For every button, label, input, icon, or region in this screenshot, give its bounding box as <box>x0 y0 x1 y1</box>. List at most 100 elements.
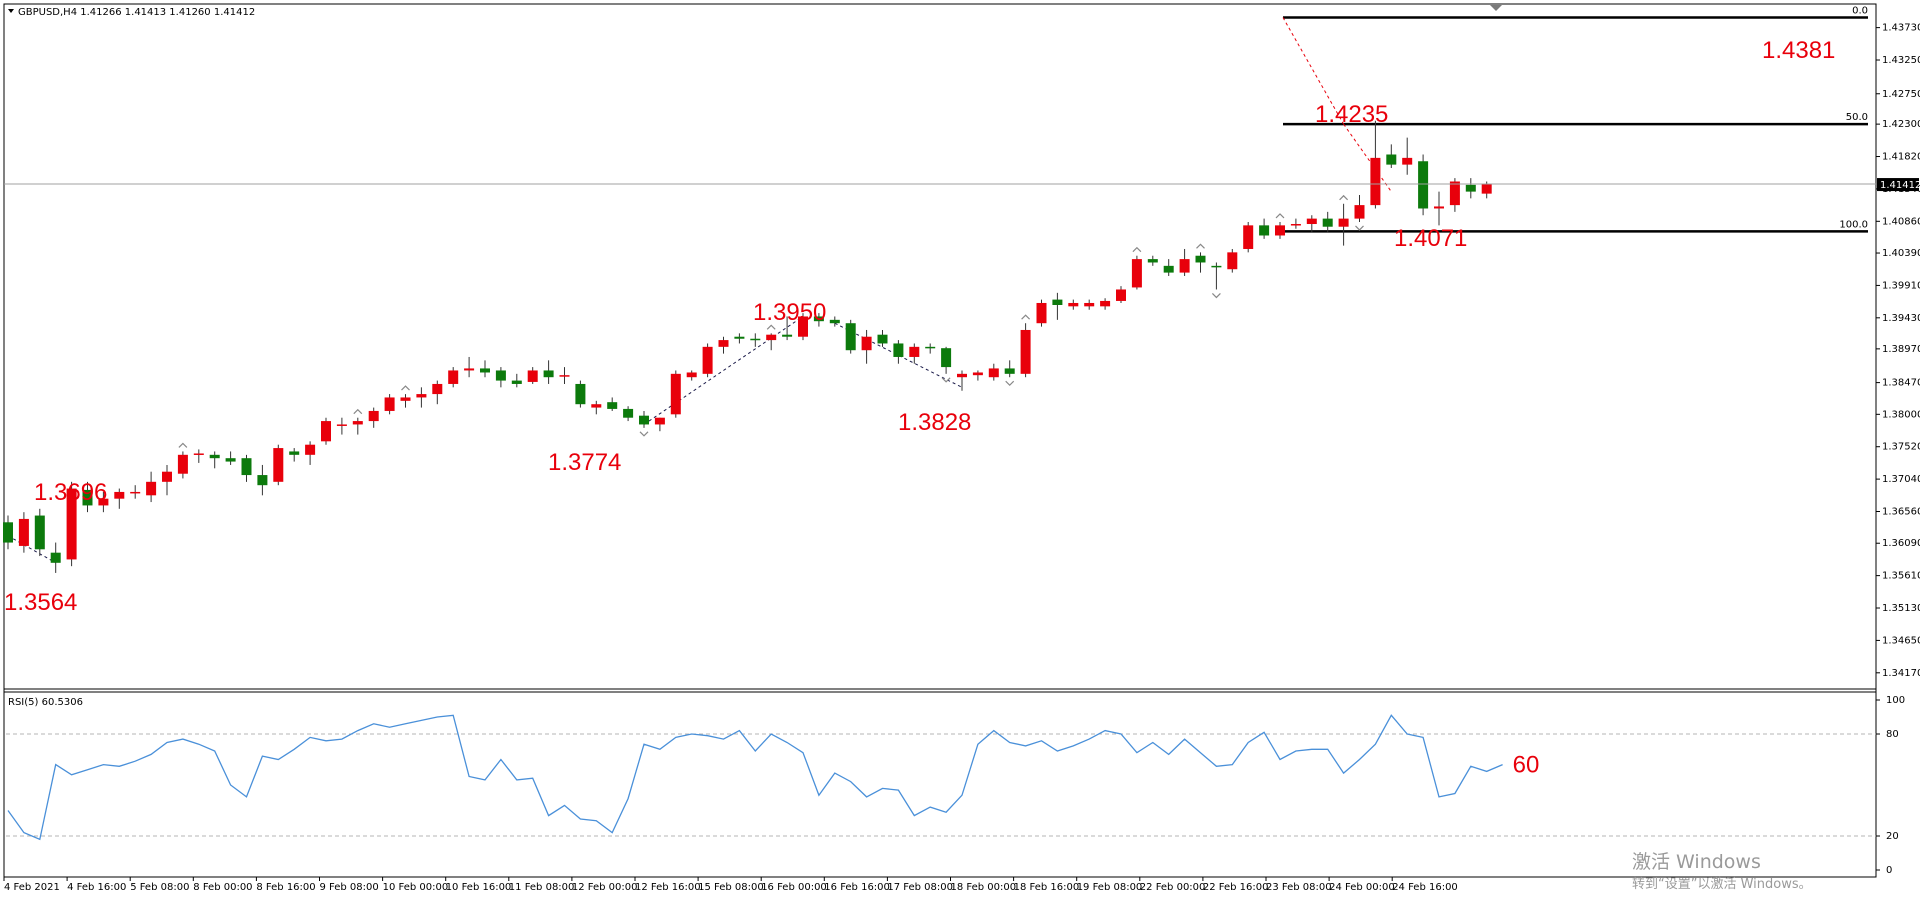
time-tick-label: 19 Feb 08:00 <box>1077 882 1143 893</box>
time-tick-label: 12 Feb 16:00 <box>635 882 701 893</box>
swing-price-label: 1.3774 <box>548 449 621 476</box>
windows-activation-title: 激活 Windows <box>1632 851 1761 873</box>
candle-body <box>972 372 983 376</box>
price-tick-label: 1.40860 <box>1882 216 1920 227</box>
candle-body <box>3 522 13 543</box>
price-axis: 1.437301.432501.427501.423001.418201.413… <box>1876 23 1920 679</box>
time-tick-label: 24 Feb 00:00 <box>1329 882 1395 893</box>
fractal-up-marker <box>1339 194 1349 201</box>
candle-body <box>1275 225 1285 236</box>
time-tick-label: 8 Feb 00:00 <box>193 882 252 893</box>
time-axis: 4 Feb 2021 4 Feb 16:00 5 Feb 08:00 8 Feb 00… <box>3 877 1458 893</box>
time-tick-label: 16 Feb 00:00 <box>761 882 827 893</box>
symbol-title: GBPUSD,H4 1.41266 1.41413 1.41260 1.4141… <box>18 7 255 18</box>
time-tick-label: 24 Feb 16:00 <box>1392 882 1458 893</box>
candle-body <box>1243 225 1254 249</box>
candle-body <box>559 375 570 377</box>
candle-body <box>1290 224 1301 226</box>
time-tick-label: 4 Feb 16:00 <box>67 882 126 893</box>
zigzag-segment <box>643 316 804 425</box>
candle-body <box>146 481 157 496</box>
candle-body <box>591 404 602 408</box>
fractal-down-marker <box>1211 293 1221 299</box>
candle-body <box>257 475 268 486</box>
main-plot-area[interactable] <box>3 3 1877 690</box>
chart-menu-triangle-icon[interactable] <box>8 9 14 13</box>
candle-body <box>321 421 331 442</box>
windows-activation-subtitle: 转到“设置”以激活 Windows。 <box>1632 877 1812 892</box>
candle-body <box>734 336 745 339</box>
candle-body <box>66 488 77 560</box>
fractal-up-marker <box>1275 213 1285 219</box>
fractal-up-marker <box>353 408 363 415</box>
fib-trend-line <box>1282 17 1345 125</box>
rsi-line <box>7 714 1503 841</box>
fractal-up-marker <box>401 385 410 391</box>
fib-level-label: 50.0 <box>1846 112 1868 123</box>
rsi-plot-area[interactable] <box>3 691 1877 878</box>
candle-body <box>400 397 411 401</box>
candle-body <box>1195 255 1206 263</box>
candle-body <box>1465 184 1476 192</box>
zigzag-lines <box>7 17 1392 564</box>
time-tick-label: 22 Feb 16:00 <box>1203 882 1269 893</box>
rsi-tick-label: 20 <box>1886 831 1899 842</box>
candle-body <box>464 368 475 371</box>
swing-price-label: 1.4381 <box>1762 37 1835 64</box>
candle-body <box>336 424 347 426</box>
time-tick-label: 18 Feb 16:00 <box>1014 882 1080 893</box>
candle-body <box>480 368 490 373</box>
candle-body <box>1068 302 1079 307</box>
candle-body <box>988 368 999 378</box>
candle-body <box>1020 329 1031 374</box>
candle-body <box>241 458 252 476</box>
price-tick-label: 1.39910 <box>1882 280 1920 291</box>
candle-body <box>766 334 777 341</box>
candle-body <box>718 340 729 347</box>
candle-body <box>1179 259 1190 273</box>
rsi-title: RSI(5) 60.5306 <box>8 697 83 708</box>
current-price-tag <box>1877 178 1919 192</box>
time-tick-label: 15 Feb 08:00 <box>698 882 764 893</box>
price-tick-label: 1.38970 <box>1882 344 1920 355</box>
candle-body <box>1481 184 1492 194</box>
candle-body <box>845 323 856 351</box>
candle-body <box>607 402 618 409</box>
candle-body <box>877 334 888 344</box>
candle-body <box>654 417 665 425</box>
time-tick-label: 22 Feb 00:00 <box>1140 882 1206 893</box>
price-tick-label: 1.35610 <box>1882 571 1920 582</box>
candle-body <box>527 370 538 382</box>
candle-body <box>686 372 697 378</box>
candle-body <box>416 394 427 398</box>
candle-body <box>1306 218 1317 225</box>
candle-body <box>813 316 824 322</box>
rsi-series: 60 <box>7 714 1539 841</box>
fractal-up-marker <box>766 324 776 330</box>
time-tick-label: 12 Feb 00:00 <box>572 882 638 893</box>
time-tick-label: 23 Feb 08:00 <box>1266 882 1332 893</box>
rsi-tick-label: 0 <box>1886 865 1892 876</box>
fractal-down-marker <box>1355 225 1364 231</box>
rsi-level-lines: 100 80 20 0 <box>6 695 1905 876</box>
time-tick-label: 5 Feb 08:00 <box>130 882 189 893</box>
candle-body <box>1004 368 1015 374</box>
fractal-up-marker <box>1196 243 1205 249</box>
time-tick-label: 10 Feb 00:00 <box>383 882 449 893</box>
candle-body <box>225 458 236 462</box>
candle-body <box>368 410 379 422</box>
candle-body <box>623 408 634 418</box>
candle-body <box>82 489 93 506</box>
price-tick-label: 1.36090 <box>1882 538 1920 549</box>
candle-body <box>18 518 29 546</box>
chart-shift-marker-icon[interactable] <box>1490 5 1502 11</box>
candle-body <box>750 338 761 341</box>
fibonacci-levels[interactable]: 0.0 50.0 100.0 <box>1283 5 1868 233</box>
fractal-up-marker <box>1132 246 1142 253</box>
price-tick-label: 1.40390 <box>1882 248 1920 259</box>
price-tick-label: 1.43730 <box>1882 23 1920 34</box>
chart-frame <box>3 3 1877 878</box>
candle-body <box>1147 259 1158 263</box>
time-tick-label: 16 Feb 16:00 <box>824 882 890 893</box>
